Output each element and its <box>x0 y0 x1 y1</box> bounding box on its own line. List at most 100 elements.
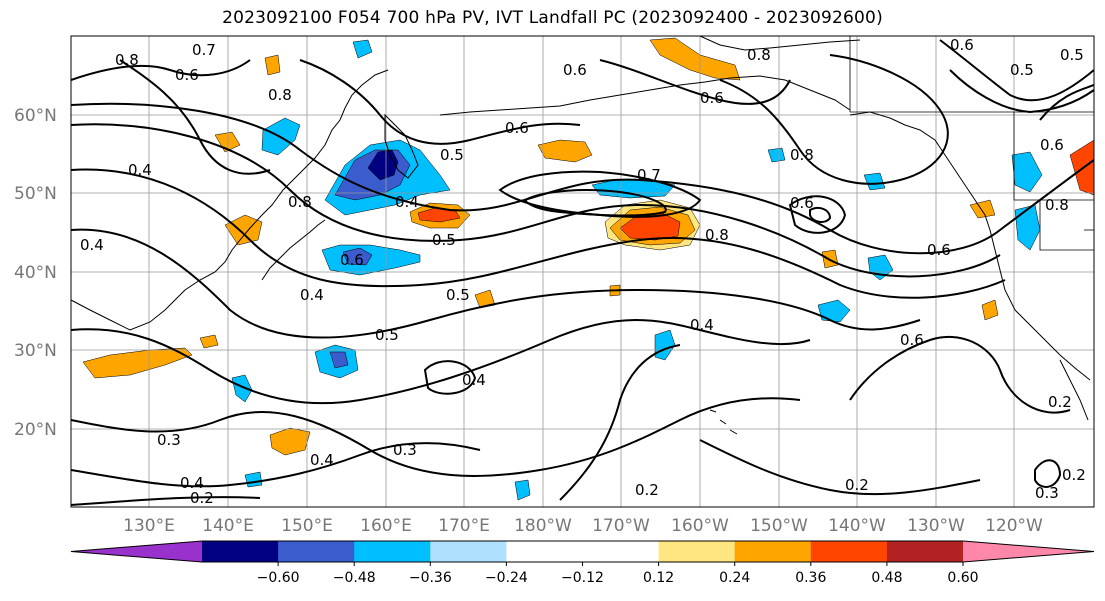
contour-line <box>498 170 702 218</box>
negative-anomaly-region <box>342 247 373 266</box>
contour-label: 0.6 <box>175 66 199 84</box>
positive-anomaly-region <box>537 139 593 163</box>
negative-anomaly-region <box>767 147 786 163</box>
contour-label: 0.2 <box>1048 393 1072 411</box>
map-title: 2023092100 F054 700 hPa PV, IVT Landfall… <box>222 8 883 28</box>
contour-label: 0.6 <box>950 36 974 54</box>
negative-anomaly-region <box>244 471 263 488</box>
contour-line <box>1039 84 1094 121</box>
colorbar-tick-label: 0.36 <box>795 570 826 586</box>
contour-line <box>423 360 477 395</box>
lat-label: 60°N <box>14 106 57 126</box>
colorbar-tick-label: 0.60 <box>947 570 978 586</box>
contour-label: 0.4 <box>80 236 104 254</box>
colorbar-cell <box>582 541 660 562</box>
positive-anomaly-region <box>82 347 193 379</box>
lon-label: 160°E <box>360 516 412 536</box>
colorbar-extend-min <box>71 541 202 562</box>
contour-line <box>788 195 847 234</box>
coastline-alaska-north <box>699 36 861 51</box>
contour-label: 0.5 <box>1010 61 1034 79</box>
contour-line <box>299 59 581 145</box>
contour-line <box>71 496 261 506</box>
colorbar-tick-label: −0.24 <box>485 570 528 586</box>
colorbar-tick-label: 0.12 <box>643 570 674 586</box>
positive-anomaly-region <box>264 54 281 76</box>
contour-label: 0.6 <box>505 119 529 137</box>
colorbar-cell <box>202 541 279 562</box>
coastline-aleutians <box>439 75 851 116</box>
lat-label: 40°N <box>14 263 57 283</box>
coastline-hawaii <box>709 409 738 435</box>
colorbar-cell <box>430 541 507 562</box>
contour-label: 0.4 <box>300 286 324 304</box>
contour-label: 0.8 <box>115 51 139 69</box>
contour-line <box>1034 459 1062 488</box>
colorbar-ticks: −0.60 −0.48 −0.36 −0.24 −0.12 0.12 0.24 0.36 0.4… <box>257 562 979 586</box>
contour-line <box>71 228 921 339</box>
coastline-north-america <box>849 111 1091 381</box>
negative-anomaly-region <box>352 39 373 59</box>
contour-label: 0.2 <box>845 476 869 494</box>
contour-label: 0.7 <box>192 41 216 59</box>
positive-anomaly-region <box>199 334 219 349</box>
contour-label: 0.8 <box>747 46 771 64</box>
contour-label: 0.2 <box>1062 466 1086 484</box>
contour-label: 0.6 <box>900 331 924 349</box>
contour-label: 0.3 <box>1035 484 1059 502</box>
contour-label: 0.8 <box>790 146 814 164</box>
lon-label: 170°W <box>592 516 650 536</box>
contour-label: 0.5 <box>446 286 470 304</box>
colorbar-outline <box>70 540 1095 563</box>
colorbar-cell <box>810 541 888 562</box>
contour-labels: 0.7 0.8 0.6 0.8 0.4 0.5 0.6 0.8 0.4 0.5 … <box>80 36 1086 507</box>
contour-line <box>71 397 801 477</box>
positive-anomaly-region <box>649 37 741 81</box>
contour-label: 0.6 <box>1040 136 1064 154</box>
contour-label: 0.8 <box>288 193 312 211</box>
negative-anomaly-region <box>1011 151 1043 193</box>
contour-label: 0.6 <box>563 61 587 79</box>
colorbar-cell <box>506 541 583 562</box>
colorbar-cell <box>354 541 431 562</box>
positive-anomaly-region <box>474 289 496 309</box>
contour-label: 0.7 <box>637 166 661 184</box>
contour-label: 0.5 <box>1060 46 1084 64</box>
lon-label: 180°W <box>514 516 572 536</box>
contour-label: 0.2 <box>635 481 659 499</box>
contour-line <box>71 319 811 405</box>
coastline-baja <box>1059 359 1089 421</box>
contour-label: 0.8 <box>268 86 292 104</box>
contour-line <box>809 207 832 223</box>
negative-anomaly-region <box>863 172 886 191</box>
lon-label: 140°W <box>828 516 886 536</box>
lon-label: 130°E <box>123 516 175 536</box>
contour-line <box>559 344 681 501</box>
lon-label: 130°W <box>907 516 965 536</box>
positive-anomaly-region <box>224 214 263 246</box>
negative-anomaly-region <box>329 351 349 369</box>
contour-line <box>719 54 949 185</box>
contour-label: 0.4 <box>310 451 334 469</box>
colorbar-cell <box>886 541 964 562</box>
contour-line <box>71 123 1001 278</box>
contour-line <box>119 59 271 175</box>
pv-contours <box>71 39 1094 506</box>
colorbar-tick-label: 0.24 <box>719 570 750 586</box>
colorbar-extend-max <box>963 541 1094 562</box>
coastline-japan <box>261 219 326 281</box>
contour-line <box>71 168 1006 299</box>
colorbar-cell <box>734 541 812 562</box>
contour-label: 0.3 <box>157 431 181 449</box>
colorbar: −0.60 −0.48 −0.36 −0.24 −0.12 0.12 0.24 0.36 0.4… <box>70 540 1095 586</box>
contour-line <box>849 335 1071 414</box>
shaded-anomalies <box>82 37 1094 501</box>
lat-label: 30°N <box>14 341 57 361</box>
coastline-kamchatka <box>384 113 419 179</box>
contour-line <box>523 189 667 217</box>
positive-anomaly-region <box>1069 139 1094 196</box>
positive-anomaly-region <box>981 299 999 321</box>
lon-label: 170°E <box>438 516 490 536</box>
contour-label: 0.5 <box>375 326 399 344</box>
contour-label: 0.2 <box>190 489 214 507</box>
